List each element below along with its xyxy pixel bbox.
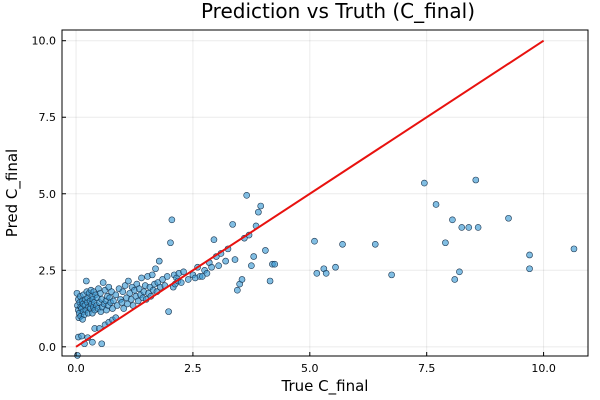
y-tick-label: 5.0: [39, 188, 57, 201]
data-point: [126, 289, 134, 297]
plot-frame: [61, 29, 589, 357]
grid-lines: [62, 30, 588, 356]
data-point: [110, 297, 117, 305]
y-axis-label: Pred C_final: [3, 149, 22, 237]
data-point: [119, 288, 127, 296]
data-point: [109, 305, 116, 312]
data-point: [165, 308, 172, 315]
data-point: [311, 237, 318, 245]
data-point: [83, 277, 90, 285]
data-point: [388, 271, 395, 279]
data-point: [138, 274, 145, 282]
data-point: [271, 260, 279, 268]
data-point: [322, 270, 330, 277]
data-point: [472, 176, 480, 184]
data-point: [339, 240, 346, 248]
data-point: [456, 268, 463, 276]
data-point: [458, 224, 466, 231]
data-point: [243, 191, 250, 199]
data-point: [134, 297, 142, 305]
data-point: [98, 340, 106, 348]
data-point: [208, 263, 215, 271]
data-point: [234, 286, 241, 294]
data-point: [442, 239, 449, 247]
data-point: [112, 291, 120, 299]
data-point: [262, 247, 269, 254]
data-point: [167, 239, 174, 247]
data-point: [257, 202, 265, 210]
data-point: [526, 251, 533, 259]
data-point: [148, 271, 156, 279]
data-point: [332, 263, 339, 271]
x-axis-label: True C_final: [281, 377, 369, 396]
x-tick-label: 2.5: [184, 362, 202, 375]
x-axis-ticks: 0.0 2.5 5.0 7.5 10.0: [67, 352, 556, 375]
data-point: [113, 302, 121, 309]
data-point: [465, 224, 473, 231]
x-tick-label: 7.5: [418, 362, 436, 375]
reference-line: [75, 39, 545, 348]
data-point: [432, 201, 440, 208]
data-point: [238, 276, 246, 283]
data-point: [451, 276, 459, 283]
data-point: [127, 296, 135, 303]
data-point: [125, 277, 132, 285]
data-point: [222, 257, 229, 265]
x-tick-label: 5.0: [301, 362, 319, 375]
data-point: [89, 338, 96, 346]
x-tick-label: 0.0: [67, 362, 85, 375]
data-point: [421, 179, 428, 187]
data-point: [231, 256, 239, 263]
data-point: [449, 216, 456, 224]
data-point: [78, 332, 85, 340]
data-point: [184, 276, 192, 283]
data-point: [215, 262, 222, 269]
data-point: [505, 214, 512, 222]
data-point: [474, 224, 482, 231]
data-points: [73, 176, 578, 359]
data-point: [250, 253, 257, 260]
data-point: [266, 277, 274, 285]
data-point: [203, 270, 211, 277]
data-point: [180, 268, 187, 276]
data-point: [248, 262, 255, 269]
data-point: [135, 285, 143, 292]
data-point: [74, 352, 81, 359]
data-point: [255, 208, 262, 216]
data-point: [152, 265, 159, 273]
y-tick-label: 7.5: [39, 111, 57, 124]
data-point: [155, 257, 163, 265]
data-point: [168, 216, 176, 224]
y-axis-ticks: 0.0 2.5 5.0 7.5 10.0: [32, 35, 66, 354]
data-point: [163, 273, 171, 280]
data-point: [229, 221, 236, 228]
data-point: [313, 270, 321, 277]
y-tick-label: 0.0: [39, 341, 57, 354]
data-point: [177, 279, 185, 286]
data-point: [371, 240, 379, 248]
data-point: [121, 282, 129, 289]
data-point: [97, 289, 104, 297]
y-tick-label: 2.5: [39, 264, 57, 277]
data-point: [99, 279, 107, 286]
data-point: [159, 276, 166, 283]
data-point: [526, 265, 533, 273]
x-tick-label: 10.0: [531, 362, 556, 375]
y-tick-label: 10.0: [32, 35, 57, 48]
chart-title: Prediction vs Truth (C_final): [201, 0, 475, 23]
data-point: [198, 273, 206, 280]
data-point: [118, 299, 126, 306]
data-point: [120, 305, 128, 312]
data-point: [570, 245, 578, 253]
data-point: [210, 236, 218, 243]
